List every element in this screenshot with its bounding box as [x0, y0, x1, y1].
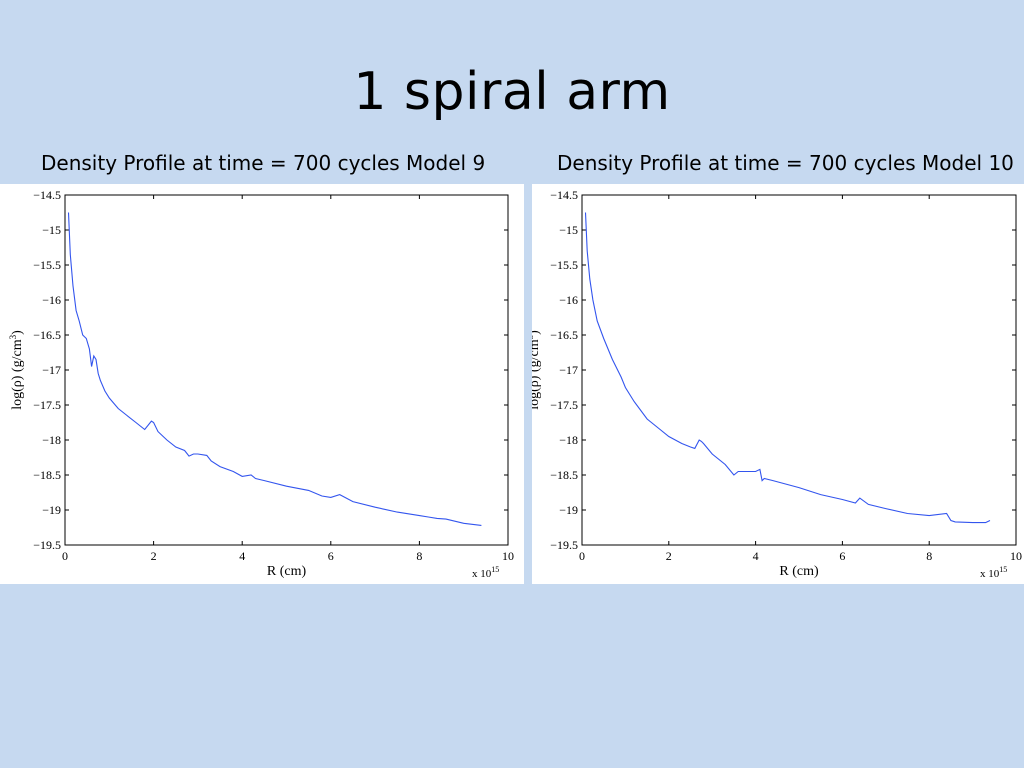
y-tick-label: −15.5	[550, 258, 578, 272]
y-tick-label: −16	[42, 293, 61, 307]
chart-panel-model-9: 0 2 4 6 8 10 −14.5 −15 −15.5 −16 −16.5 −17 −17.5 −18 −…	[0, 184, 524, 584]
y-tick-label: −17.5	[550, 398, 578, 412]
x-axis-multiplier: x 1015	[472, 565, 499, 580]
x-axis-label: R (cm)	[779, 564, 819, 579]
x-tick-label: 10	[1010, 549, 1022, 563]
y-tick-label: −17.5	[33, 398, 61, 412]
y-tick-label: −18.5	[33, 468, 61, 482]
y-tick-label: −15	[559, 223, 578, 237]
y-tick-label: −16.5	[33, 328, 61, 342]
y-tick-label: −18.5	[550, 468, 578, 482]
y-tick-label: −18	[42, 433, 61, 447]
y-tick-label: −19	[559, 503, 578, 517]
y-tick-label: −14.5	[33, 188, 61, 202]
density-chart-model-10: 0 2 4 6 8 10 −14.5 −15 −15.5 −16 −16.5 −17 −17.5 −18 −…	[525, 188, 1022, 580]
density-chart-model-9: 0 2 4 6 8 10 −14.5 −15 −15.5 −16 −16.5 −17 −17.5 −18 −…	[8, 188, 514, 580]
x-tick-label: 10	[502, 549, 514, 563]
y-tick-label: −15.5	[33, 258, 61, 272]
chart-title-model-10: Density Profile at time = 700 cycles Mod…	[557, 151, 1014, 175]
y-axis-label: log(ρ) (g/cm3)	[532, 330, 542, 410]
chart-panel-model-10: 0 2 4 6 8 10 −14.5 −15 −15.5 −16 −16.5 −17 −17.5 −18 −…	[525, 184, 1024, 584]
x-axis-label: R (cm)	[267, 564, 307, 579]
y-tick-label: −19.5	[33, 538, 61, 552]
plot-frame	[581, 194, 1017, 546]
y-tick-label: −16	[559, 293, 578, 307]
y-tick-label: −17	[42, 363, 61, 377]
y-tick-label: −14.5	[550, 188, 578, 202]
density-series-line	[584, 212, 991, 524]
x-tick-label: 0	[579, 549, 585, 563]
density-series-line	[67, 212, 482, 526]
y-tick-label: −16.5	[550, 328, 578, 342]
slide-title: 1 spiral arm	[353, 62, 671, 122]
x-tick-label: 0	[62, 549, 68, 563]
x-tick-label: 4	[239, 549, 245, 563]
x-tick-label: 2	[666, 549, 672, 563]
y-tick-label: −19.5	[550, 538, 578, 552]
chart-title-model-9: Density Profile at time = 700 cycles Mod…	[41, 151, 486, 175]
x-axis-multiplier: x 1015	[980, 565, 1007, 580]
y-tick-label: −18	[559, 433, 578, 447]
x-tick-label: 8	[416, 549, 422, 563]
x-tick-label: 4	[753, 549, 759, 563]
x-tick-label: 6	[328, 549, 334, 563]
y-tick-label: −17	[559, 363, 578, 377]
x-tick-label: 2	[151, 549, 157, 563]
x-tick-label: 6	[839, 549, 845, 563]
plot-frame	[64, 194, 509, 546]
y-tick-label: −15	[42, 223, 61, 237]
y-axis-label: log(ρ) (g/cm3)	[8, 330, 25, 410]
y-tick-label: −19	[42, 503, 61, 517]
x-tick-label: 8	[926, 549, 932, 563]
